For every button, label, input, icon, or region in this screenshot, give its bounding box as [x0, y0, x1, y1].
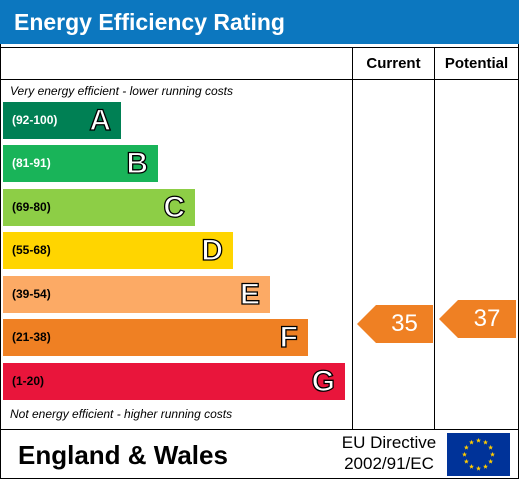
band-c: (69-80) C [3, 189, 195, 226]
directive-line-2: 2002/91/EC [344, 454, 434, 473]
band-range: (55-68) [12, 243, 51, 257]
band-letter: F [279, 320, 299, 354]
directive-line-1: EU Directive [341, 433, 437, 452]
eu-star-icon [483, 439, 488, 445]
band-range: (92-100) [12, 113, 58, 127]
potential-arrow-shape [439, 300, 516, 338]
current-arrow-shape [357, 305, 433, 343]
band-range: (1-20) [12, 374, 45, 388]
bottom-note: Not energy efficient - higher running co… [10, 407, 233, 421]
band-letter: B [126, 146, 149, 180]
header-bar: Energy Efficiency Rating [0, 0, 519, 44]
band-range: (81-91) [12, 156, 51, 170]
band-range: (39-54) [12, 287, 51, 301]
potential-column-header: Potential [444, 55, 509, 72]
column-header-divider [0, 79, 519, 80]
band-range: (21-38) [12, 330, 51, 344]
eu-star-icon [463, 458, 469, 464]
region-label: England & Wales [18, 440, 228, 470]
band-b: (81-91) B [3, 145, 158, 182]
current-column-header: Current [366, 55, 421, 72]
footer-divider [0, 429, 519, 430]
band-e: (39-54) E [3, 276, 270, 313]
eu-star-icon [476, 465, 481, 471]
band-letter: C [163, 190, 186, 224]
band-letter: D [201, 233, 224, 267]
top-note: Very energy efficient - lower running co… [10, 84, 233, 98]
eu-star-icon [488, 444, 494, 450]
band-range: (69-80) [12, 200, 51, 214]
eu-stars [462, 437, 495, 471]
band-letter: E [239, 277, 260, 311]
eu-star-icon [469, 464, 474, 469]
band-f: (21-38) F [3, 319, 308, 356]
potential-rating-value: 37 [473, 305, 501, 332]
eu-star-icon [463, 444, 469, 450]
current-rating-value: 35 [391, 310, 418, 337]
eu-star-icon [462, 451, 467, 457]
page-title: Energy Efficiency Rating [14, 9, 285, 35]
band-letter: A [89, 103, 112, 137]
band-a: (92-100) A [3, 102, 121, 139]
current-column-divider [352, 47, 353, 430]
eu-directive: EU Directive 2002/91/EC [333, 432, 445, 474]
band-d: (55-68) D [3, 232, 233, 269]
band-letter: G [311, 364, 336, 398]
eu-star-icon [476, 437, 481, 443]
eu-flag-icon [447, 433, 510, 476]
eu-star-icon [469, 439, 474, 445]
eu-star-icon [488, 458, 494, 464]
potential-column-divider [434, 47, 435, 430]
table-top-border [0, 47, 519, 48]
current-rating-arrow: 35 [357, 305, 433, 343]
band-g: (1-20) G [3, 363, 345, 400]
eu-star-icon [490, 451, 495, 457]
potential-rating-arrow: 37 [439, 300, 516, 338]
eu-star-icon [483, 464, 488, 469]
